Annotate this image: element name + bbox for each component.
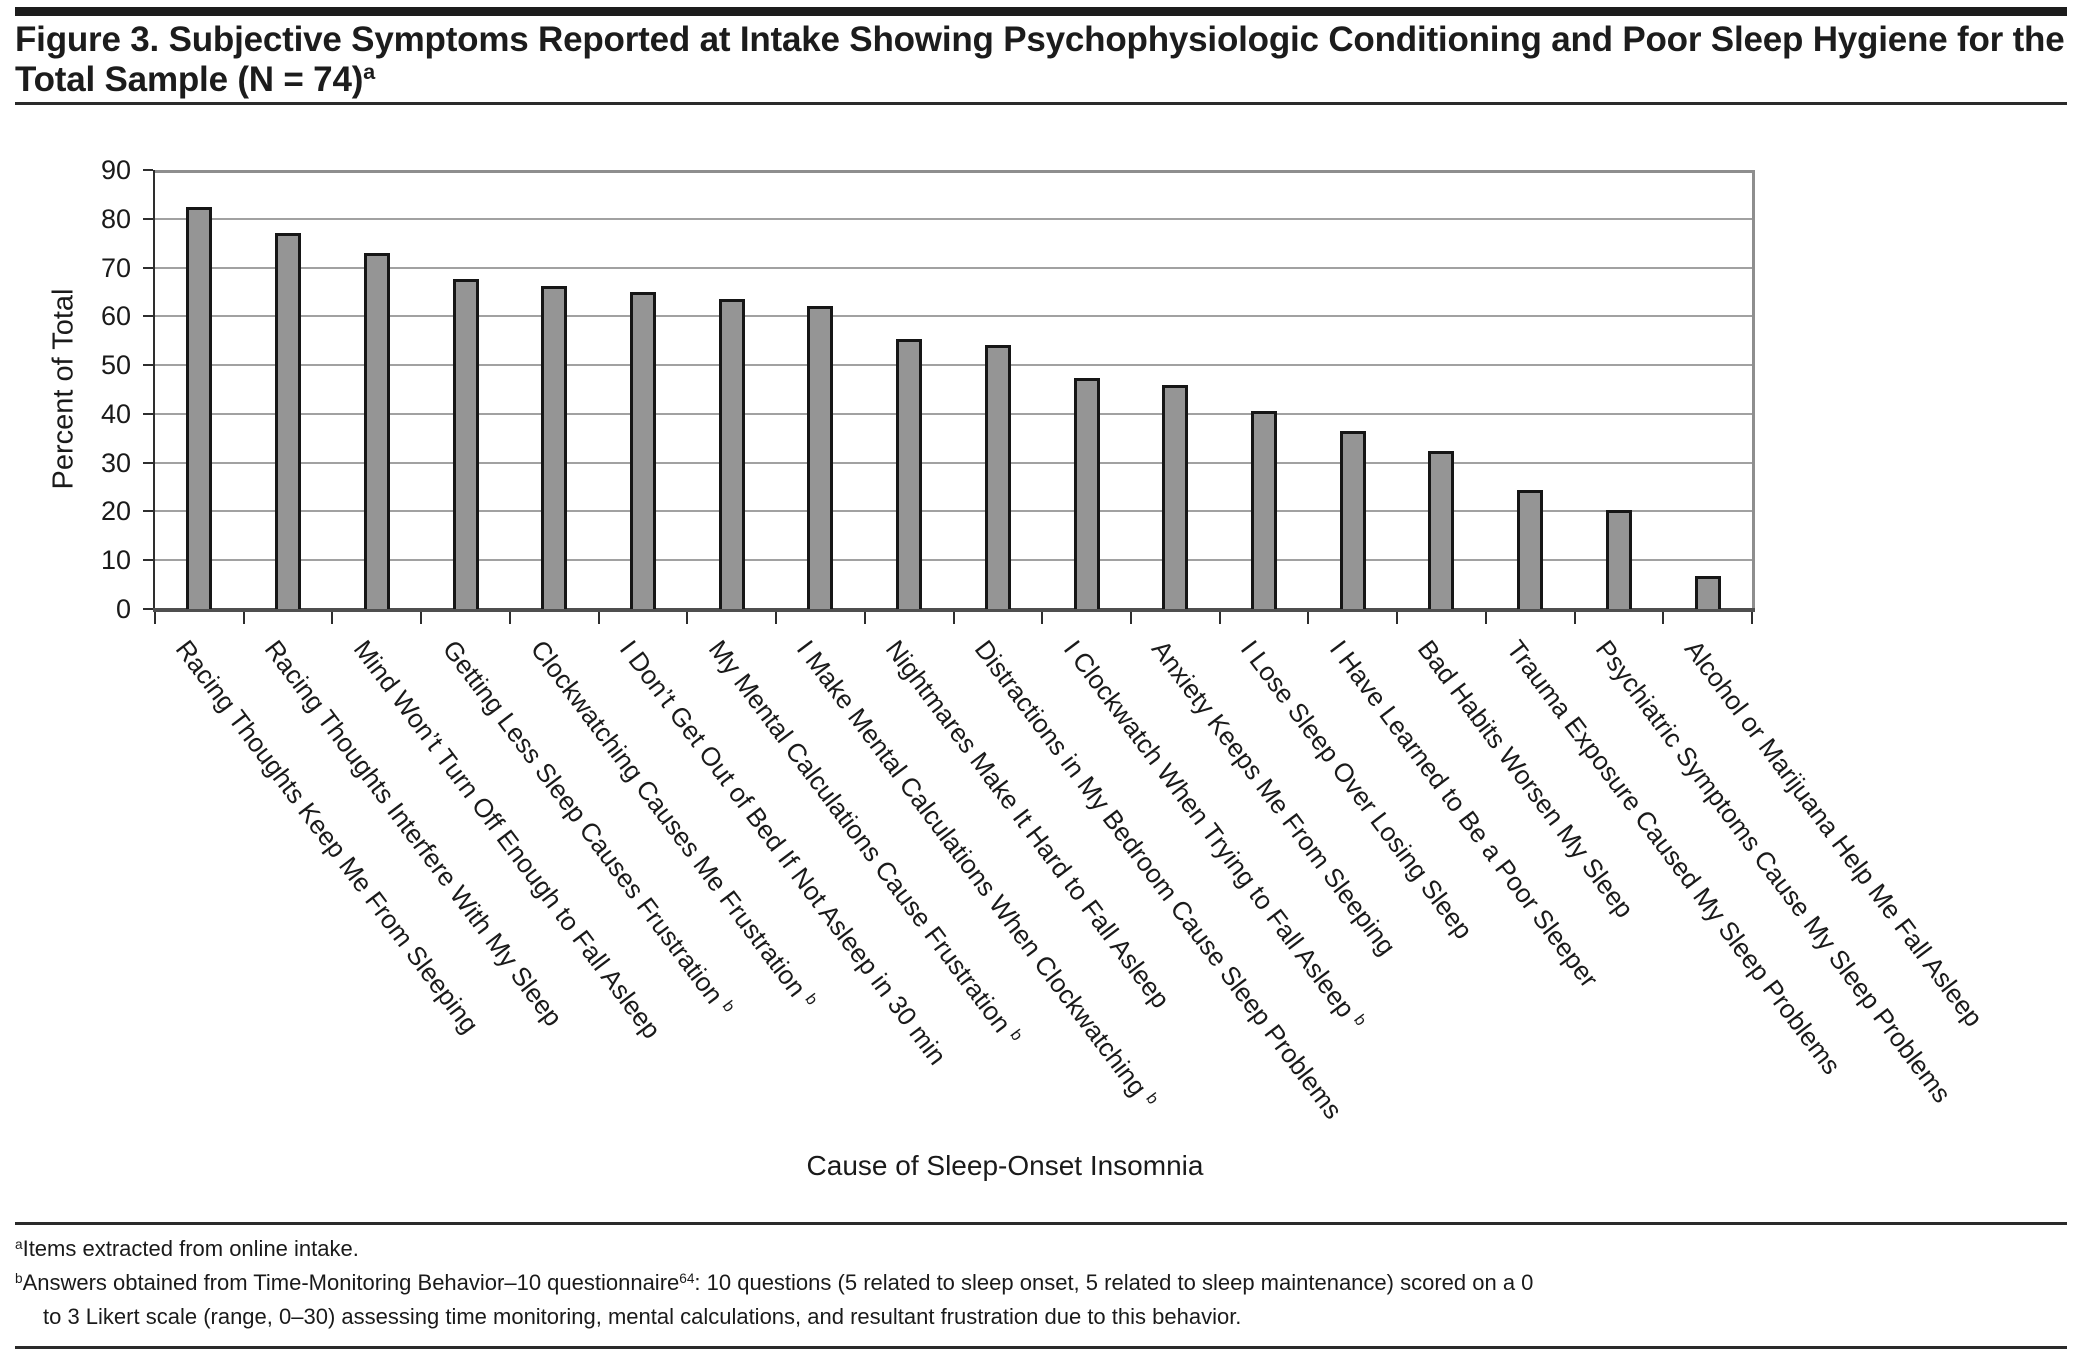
bar — [718, 299, 745, 609]
x-axis-tick — [1751, 612, 1753, 624]
bar — [629, 292, 656, 609]
y-axis-tick — [143, 510, 153, 513]
x-axis-tick — [775, 612, 778, 624]
y-axis-tick — [143, 315, 153, 318]
bar — [1428, 450, 1455, 609]
gridline — [155, 217, 1752, 220]
x-axis-tick — [420, 612, 423, 624]
bar — [1339, 430, 1366, 609]
bar — [1694, 575, 1721, 609]
bar — [452, 279, 479, 609]
figure-title-line-1: Figure 3. Subjective Symptoms Reported a… — [15, 20, 2065, 59]
gridline — [155, 364, 1752, 367]
bar — [1162, 385, 1189, 609]
bar — [275, 233, 302, 609]
x-axis-category-label: My Mental Calculations Cause Frustration… — [702, 634, 1026, 1045]
y-axis-tick-label: 90 — [100, 155, 131, 185]
x-axis-tick — [1218, 612, 1221, 624]
x-axis-tick — [331, 612, 334, 624]
y-axis-tick-label: 60 — [100, 301, 131, 332]
y-axis-tick-label: 40 — [100, 398, 131, 429]
bar — [1605, 509, 1632, 609]
plot-border-right — [1752, 170, 1755, 609]
bar — [1073, 378, 1100, 609]
y-axis-tick — [143, 461, 153, 464]
x-axis-tick — [154, 612, 156, 624]
x-axis-tick — [952, 612, 955, 624]
x-axis-tick — [1307, 612, 1310, 624]
y-axis-tick-label: 10 — [100, 545, 131, 576]
footnotes: aItems extracted from online intake. bAn… — [15, 1232, 2067, 1334]
gridline — [155, 461, 1752, 464]
bar — [1251, 411, 1278, 609]
x-axis-tick — [597, 612, 600, 624]
x-axis-tick — [863, 612, 866, 624]
gridline — [155, 412, 1752, 415]
bar — [807, 305, 834, 609]
x-axis-tick — [1573, 612, 1576, 624]
y-axis-tick-label: 30 — [100, 447, 131, 478]
y-axis-tick — [143, 266, 153, 269]
x-axis-tick — [1662, 612, 1665, 624]
y-axis-tick — [143, 608, 153, 610]
bar — [984, 345, 1011, 609]
footnote-a: aItems extracted from online intake. — [15, 1236, 359, 1261]
footnote-b-line-2: to 3 Likert scale (range, 0–30) assessin… — [43, 1304, 1242, 1329]
y-axis-tick — [143, 412, 153, 415]
x-axis-tick — [242, 612, 245, 624]
x-axis-tick — [1484, 612, 1487, 624]
bar — [186, 207, 213, 609]
x-axis-title: Cause of Sleep-Onset Insomnia — [806, 1150, 1204, 1181]
y-axis-tick — [143, 364, 153, 367]
y-axis-tick-label: 0 — [115, 594, 131, 624]
figure-top-border — [15, 7, 2067, 16]
figure-bottom-rule — [15, 1346, 2067, 1349]
figure-title: Figure 3. Subjective Symptoms Reported a… — [15, 20, 2067, 100]
x-axis-category-label: Trauma Exposure Caused My Sleep Problems — [1501, 634, 1848, 1080]
gridline — [155, 315, 1752, 318]
x-axis-category-label: I Don’t Get Out of Bed If Not Asleep in … — [613, 634, 953, 1071]
x-axis-tick — [1041, 612, 1044, 624]
title-divider-rule — [15, 102, 2067, 105]
plot-area — [143, 169, 1755, 624]
plot-border-top — [155, 170, 1752, 173]
x-axis-tick — [1396, 612, 1399, 624]
bar — [1517, 490, 1544, 609]
y-axis-tick-label: 20 — [100, 496, 131, 527]
y-axis-tick-label: 70 — [100, 252, 131, 283]
x-axis-category-label: Psychiatric Symptoms Cause My Sleep Prob… — [1589, 634, 1958, 1109]
y-axis-tick-label: 80 — [100, 203, 131, 234]
y-axis-tick-label: 50 — [100, 350, 131, 381]
x-axis-tick — [1129, 612, 1132, 624]
bar — [896, 338, 923, 609]
y-axis-line — [153, 170, 155, 612]
gridline — [155, 559, 1752, 562]
x-axis-tick — [508, 612, 511, 624]
gridline — [155, 266, 1752, 269]
gridline — [155, 510, 1752, 513]
x-axis-line — [153, 608, 1755, 612]
y-axis-tick — [143, 559, 153, 562]
bar — [363, 252, 390, 609]
y-axis-tick — [143, 169, 153, 171]
y-axis-tick — [143, 217, 153, 220]
x-axis-tick — [686, 612, 689, 624]
bar — [541, 286, 568, 609]
figure-title-line-2: Total Sample (N = 74)a — [15, 59, 376, 99]
footnote-top-rule — [15, 1222, 2067, 1225]
footnote-b-line-1: bAnswers obtained from Time-Monitoring B… — [15, 1270, 1534, 1295]
